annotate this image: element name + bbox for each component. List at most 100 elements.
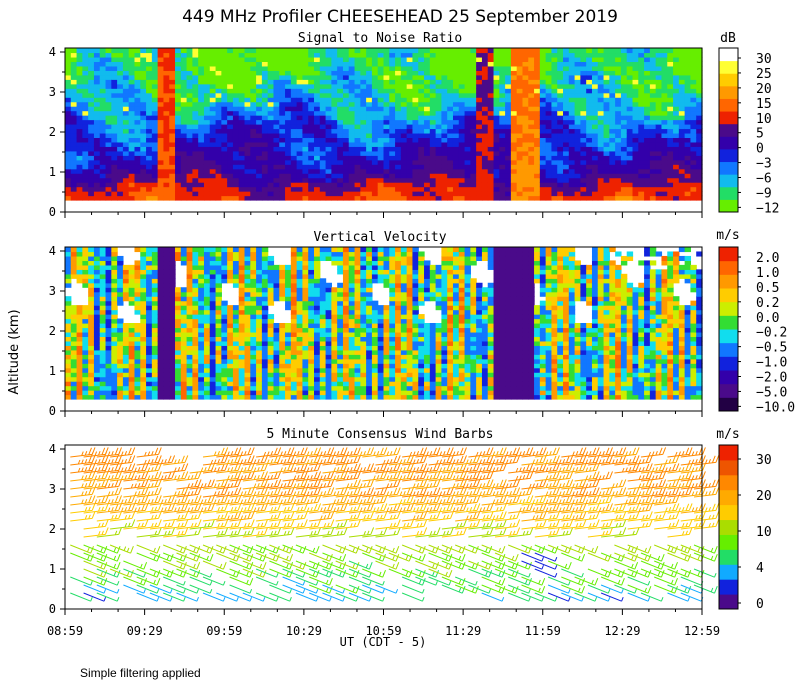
heatmap-cell <box>516 146 524 152</box>
heatmap-cell <box>528 137 535 143</box>
heatmap-cell <box>209 282 217 288</box>
heatmap-cell <box>221 260 228 266</box>
heatmap-cell <box>620 83 628 89</box>
heatmap-cell <box>198 106 205 112</box>
heatmap-cell <box>250 309 257 315</box>
heatmap-cell <box>244 92 251 98</box>
heatmap-cell <box>146 164 153 170</box>
heatmap-cell <box>227 251 234 257</box>
heatmap-cell <box>215 287 222 293</box>
heatmap-cell <box>209 177 217 183</box>
heatmap-cell <box>285 74 292 80</box>
heatmap-cell <box>70 269 78 275</box>
heatmap-cell <box>232 273 240 279</box>
heatmap-cell <box>400 65 408 71</box>
heatmap-cell <box>151 159 159 165</box>
heatmap-cell <box>261 173 269 179</box>
heatmap-cell <box>122 390 130 396</box>
heatmap-cell <box>279 48 286 54</box>
heatmap-cell <box>597 79 605 85</box>
heatmap-cell <box>128 74 136 80</box>
heatmap-cell <box>192 336 199 342</box>
heatmap-cell <box>580 101 587 107</box>
heatmap-cell <box>261 273 269 279</box>
heatmap-cell <box>256 381 263 387</box>
heatmap-cell <box>690 106 697 112</box>
heatmap-cell <box>82 128 89 134</box>
heatmap-cell <box>198 92 205 98</box>
heatmap-cell <box>510 56 518 63</box>
heatmap-cell <box>157 349 165 355</box>
heatmap-cell <box>88 247 95 253</box>
heatmap-cell <box>389 70 396 76</box>
heatmap-cell <box>412 101 419 107</box>
heatmap-cell <box>325 101 332 107</box>
heatmap-cell <box>209 255 217 262</box>
heatmap-cell <box>400 115 408 121</box>
heatmap-cell <box>232 74 240 80</box>
heatmap-cell <box>516 128 524 134</box>
heatmap-cell <box>250 269 257 275</box>
heatmap-cell <box>99 146 107 152</box>
heatmap-cell <box>505 150 512 156</box>
heatmap-cell <box>487 65 495 71</box>
heatmap-cell <box>400 119 408 125</box>
heatmap-cell <box>169 260 176 266</box>
heatmap-cell <box>175 340 182 346</box>
heatmap-cell <box>227 376 234 382</box>
heatmap-cell <box>203 92 211 98</box>
heatmap-cell <box>447 119 454 125</box>
heatmap-cell <box>325 182 332 188</box>
heatmap-cell <box>354 137 361 143</box>
heatmap-cell <box>146 273 153 279</box>
heatmap-cell <box>76 191 83 197</box>
heatmap-cell <box>290 195 298 201</box>
heatmap-cell <box>464 182 471 188</box>
heatmap-cell <box>70 340 78 346</box>
heatmap-cell <box>70 146 78 152</box>
heatmap-cell <box>117 124 124 130</box>
heatmap-cell <box>458 155 466 161</box>
heatmap-cell <box>88 305 95 311</box>
heatmap-cell <box>140 287 147 293</box>
heatmap-cell <box>267 65 275 71</box>
heatmap-cell <box>563 132 570 139</box>
heatmap-cell <box>499 137 506 143</box>
heatmap-cell <box>673 132 680 139</box>
heatmap-cell <box>140 186 147 192</box>
heatmap-cell <box>128 282 136 288</box>
heatmap-cell <box>250 173 257 179</box>
heatmap-cell <box>348 48 356 54</box>
heatmap-cell <box>476 61 483 67</box>
heatmap-cell <box>534 106 541 112</box>
heatmap-cell <box>308 115 315 121</box>
heatmap-cell <box>244 97 251 103</box>
heatmap-cell <box>192 70 199 76</box>
heatmap-cell <box>82 394 89 400</box>
heatmap-cell <box>551 88 558 94</box>
heatmap-cell <box>244 83 251 89</box>
heatmap-cell <box>649 74 657 80</box>
heatmap-cell <box>93 146 101 152</box>
heatmap-cell <box>146 376 153 382</box>
heatmap-cell <box>377 159 385 165</box>
heatmap-cell <box>458 106 466 112</box>
heatmap-cell <box>122 97 130 103</box>
heatmap-cell <box>371 110 379 116</box>
heatmap-cell <box>632 155 639 161</box>
heatmap-cell <box>209 251 217 257</box>
heatmap-cell <box>586 70 593 76</box>
heatmap-cell <box>464 173 471 179</box>
heatmap-cell <box>221 363 228 369</box>
heatmap-cell <box>163 264 170 270</box>
heatmap-cell <box>314 101 321 107</box>
figure-title: 449 MHz Profiler CHEESEHEAD 25 September… <box>182 7 618 27</box>
heatmap-cell <box>424 186 431 192</box>
heatmap-cell <box>476 173 483 179</box>
heatmap-cell <box>337 124 344 130</box>
heatmap-cell <box>302 132 309 139</box>
heatmap-cell <box>65 146 72 152</box>
heatmap-cell <box>267 137 275 143</box>
heatmap-cell <box>146 61 153 67</box>
heatmap-cell <box>175 314 182 320</box>
